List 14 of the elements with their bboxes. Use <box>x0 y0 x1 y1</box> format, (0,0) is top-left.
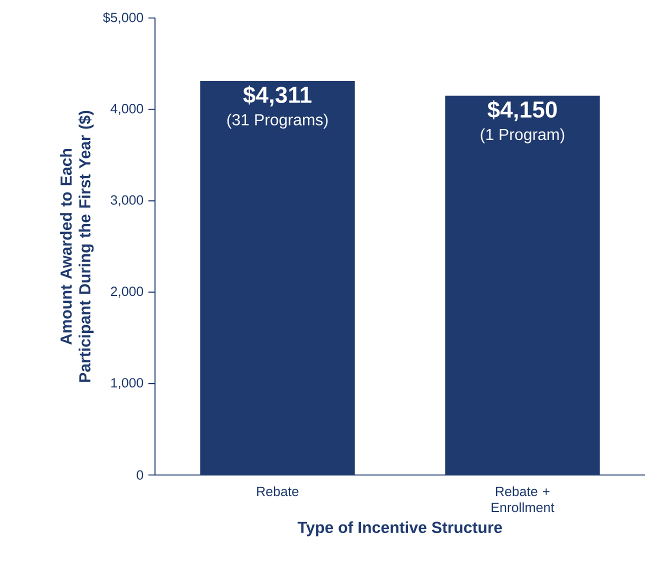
annotation: (31 Programs) <box>227 114 328 129</box>
y-tick-label: 1,000 <box>111 378 144 390</box>
y-axis-title: Amount Awarded to Each Participant During the First Year ($) <box>60 110 94 382</box>
x-axis-title: Type of Incentive Structure <box>298 521 502 536</box>
x-tick-label: Rebate + Enrollment <box>492 486 554 512</box>
y-tick-label: 4,000 <box>110 104 144 115</box>
data-label: $4,150 <box>488 100 557 122</box>
y-tick-label: 3,000 <box>110 195 144 206</box>
y-tick-label: $5,000 <box>102 12 144 24</box>
data-label: $4,311 <box>243 86 312 106</box>
y-tick-label: 0 <box>136 470 144 480</box>
annotation: (1 Program) <box>480 128 564 144</box>
x-tick-label: Rebate <box>257 486 298 496</box>
y-tick-label: 2,000 <box>110 286 144 298</box>
